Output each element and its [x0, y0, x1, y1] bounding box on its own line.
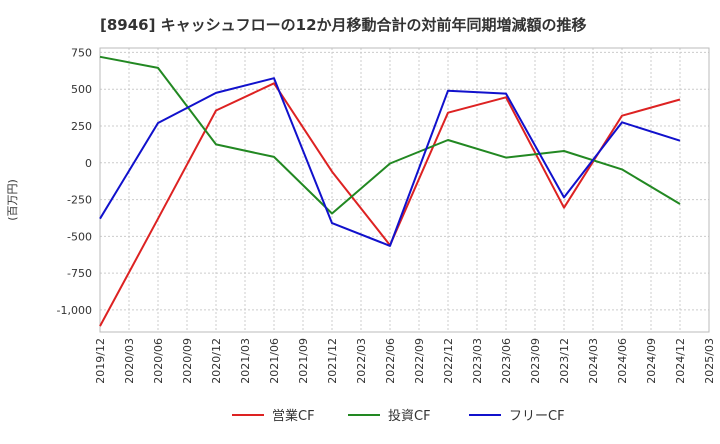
legend-label: 投資CF — [388, 408, 431, 424]
y-tick-label: -250 — [67, 194, 92, 207]
x-tick-label: 2020/06 — [152, 338, 165, 384]
y-tick-label: -500 — [67, 230, 92, 243]
x-tick-label: 2022/12 — [442, 338, 455, 384]
x-tick-label: 2019/12 — [94, 338, 107, 384]
x-tick-label: 2023/03 — [471, 338, 484, 384]
x-tick-label: 2023/09 — [529, 338, 542, 384]
y-tick-label: 500 — [71, 83, 92, 96]
y-tick-label: -750 — [67, 267, 92, 280]
legend-label: フリーCF — [509, 409, 565, 424]
x-tick-label: 2021/03 — [239, 338, 252, 384]
x-tick-label: 2020/03 — [123, 338, 136, 384]
y-tick-label: -1,000 — [57, 304, 92, 317]
x-tick-label: 2024/06 — [616, 338, 629, 384]
legend: 営業CF 投資CF フリーCF — [232, 408, 565, 424]
x-tick-label: 2022/06 — [384, 338, 397, 384]
x-tick-label: 2024/12 — [674, 338, 687, 384]
legend-label: 営業CF — [272, 408, 315, 424]
x-tick-label: 2020/09 — [181, 338, 194, 384]
x-tick-label: 2021/12 — [326, 338, 339, 384]
x-tick-label: 2021/09 — [297, 338, 310, 384]
series-line-3 — [99, 77, 681, 247]
x-tick-label: 2022/03 — [355, 338, 368, 384]
y-tick-label: 750 — [71, 46, 92, 59]
grid-lines — [99, 48, 710, 332]
series-lines — [99, 55, 681, 327]
x-tick-label: 2020/12 — [210, 338, 223, 384]
y-axis-label: (百万円) — [6, 179, 19, 221]
axes: 750 500 250 0 -250 -500 -750 -1,000 2019/12 2020/… — [57, 46, 716, 383]
x-tick-label: 2023/06 — [500, 338, 513, 384]
x-tick-label: 2024/09 — [645, 338, 658, 384]
plot-area-frame — [99, 47, 710, 333]
series-line-2 — [99, 55, 681, 215]
chart-title: [8946] キャッシュフローの12か月移動合計の対前年同期増減額の推移 — [100, 16, 587, 34]
x-tick-label: 2025/03 — [703, 338, 716, 384]
y-tick-label: 250 — [71, 120, 92, 133]
x-tick-label: 2022/09 — [413, 338, 426, 384]
x-tick-label: 2021/06 — [268, 338, 281, 384]
x-tick-label: 2024/03 — [587, 338, 600, 384]
x-tick-label: 2023/12 — [558, 338, 571, 384]
y-tick-label: 0 — [85, 157, 92, 170]
